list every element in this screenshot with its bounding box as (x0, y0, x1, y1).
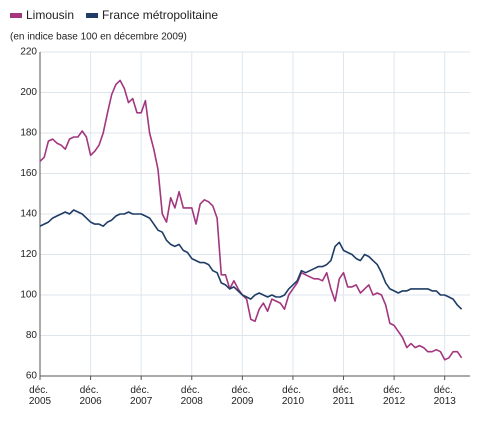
y-tick-label: 100 (20, 290, 37, 301)
y-tick-label: 140 (20, 209, 37, 220)
line-series (39, 79, 463, 361)
legend-swatch (10, 13, 22, 18)
x-tick-label: déc. 2010 (282, 385, 305, 407)
x-tick-label: déc. 2005 (29, 385, 52, 407)
legend-label: France métropolitaine (102, 8, 218, 22)
x-tick-label: déc. 2006 (79, 385, 102, 407)
legend-label: Limousin (26, 8, 74, 22)
y-tick-label: 80 (26, 330, 38, 341)
chart-subtitle: (en indice base 100 en décembre 2009) (10, 32, 187, 43)
x-tick-label: déc. 2011 (333, 385, 355, 407)
x-tick-label: déc. 2012 (383, 385, 406, 407)
y-tick-label: 200 (20, 87, 37, 98)
y-tick-label: 180 (20, 128, 37, 139)
x-tick-label: déc. 2007 (130, 385, 153, 407)
line-series (39, 209, 463, 310)
y-tick-label: 220 (20, 47, 37, 58)
y-tick-label: 160 (20, 168, 37, 179)
x-tick-label: déc. 2013 (434, 385, 457, 407)
y-tick-label: 60 (26, 371, 38, 382)
y-tick-label: 120 (20, 249, 37, 260)
x-tick-label: déc. 2008 (181, 385, 204, 407)
x-tick-label: déc. 2009 (231, 385, 254, 407)
legend-swatch (86, 13, 99, 18)
